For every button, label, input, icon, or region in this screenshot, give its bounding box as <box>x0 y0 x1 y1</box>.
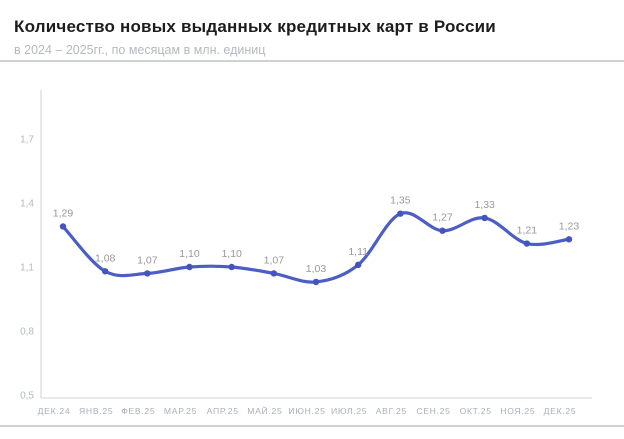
data-point-label: 1,07 <box>264 254 285 266</box>
data-point-label: 1,10 <box>221 248 242 260</box>
bottom-divider <box>0 425 624 427</box>
data-point-marker <box>228 263 235 271</box>
data-point-marker <box>270 270 278 277</box>
data-point-label: 1,29 <box>53 207 74 219</box>
x-tick-label: ФЕВ.25 <box>121 406 155 416</box>
data-point-marker <box>186 263 193 271</box>
chart-title: Количество новых выданных кредитных карт… <box>14 17 496 36</box>
data-point-label: 1,10 <box>179 248 200 260</box>
data-point-label: 1,03 <box>306 263 327 275</box>
data-point-label: 1,35 <box>390 195 411 207</box>
data-point-marker <box>523 240 531 247</box>
data-point-marker <box>354 261 362 269</box>
data-point-label: 1,21 <box>517 225 538 237</box>
x-tick-label: МАЙ.25 <box>247 405 282 416</box>
chart-subtitle: в 2024 – 2025гг., по месяцам в млн. един… <box>14 43 266 57</box>
data-point-marker <box>144 270 151 277</box>
x-tick-label: ИЮЛ.25 <box>331 406 367 416</box>
data-point-label: 1,33 <box>474 199 495 211</box>
data-point-label: 1,27 <box>432 212 453 224</box>
data-point-label: 1,08 <box>95 252 116 264</box>
y-tick-label: 1,4 <box>20 199 34 210</box>
x-tick-label: СЕН.25 <box>416 406 450 416</box>
data-point-marker <box>101 268 109 275</box>
x-tick-label: ОКТ.25 <box>460 406 492 416</box>
data-point-marker <box>481 214 488 222</box>
y-tick-label: 0,8 <box>20 327 34 338</box>
data-point-label: 1,23 <box>559 220 580 232</box>
y-tick-label: 1,1 <box>20 263 34 274</box>
x-tick-label: ЯНВ.25 <box>79 406 113 416</box>
x-tick-label: ИЮН.25 <box>288 406 325 416</box>
data-point-marker <box>312 278 320 286</box>
data-point-marker <box>439 227 446 234</box>
data-point-label: 1,11 <box>348 246 368 258</box>
y-tick-label: 0,5 <box>20 391 34 402</box>
x-tick-label: МАР.25 <box>164 406 197 416</box>
data-point-marker <box>59 223 67 230</box>
header-divider <box>0 60 624 62</box>
y-tick-label: 1,7 <box>20 135 34 146</box>
x-tick-label: ДЕК.24 <box>38 406 71 416</box>
data-point-marker <box>565 236 573 243</box>
x-tick-label: АПР.25 <box>207 406 239 416</box>
data-point-label: 1,07 <box>137 254 158 266</box>
x-tick-label: АВГ.25 <box>376 406 407 416</box>
x-tick-label: НОЯ.25 <box>500 406 535 416</box>
data-point-marker <box>397 210 404 217</box>
x-tick-label: ДЕК.25 <box>544 406 577 416</box>
